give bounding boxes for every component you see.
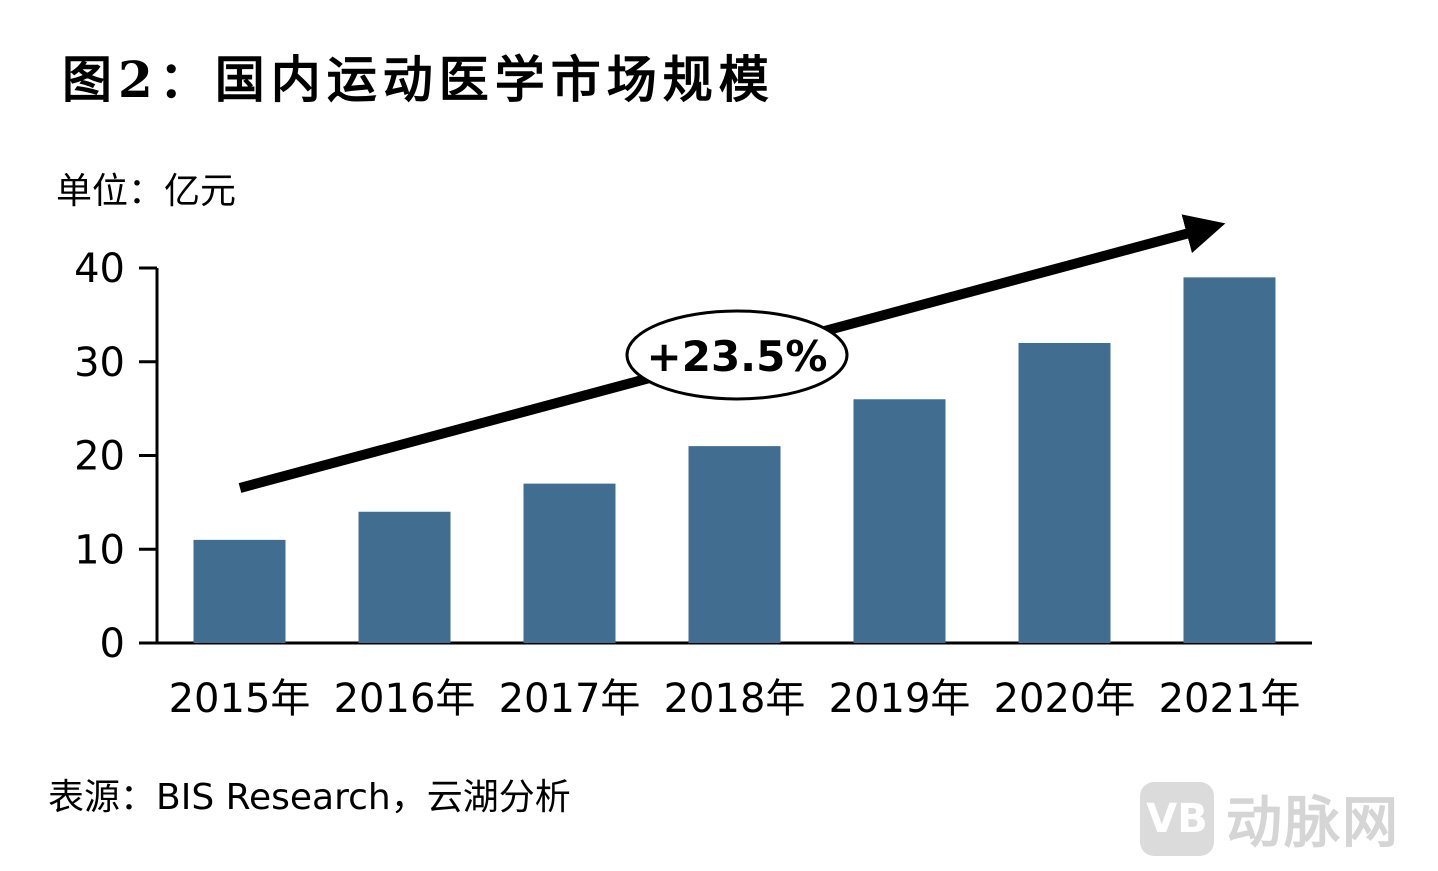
x-tick-label: 2021年	[1159, 676, 1301, 722]
x-tick-label: 2017年	[499, 676, 641, 722]
unit-label: 单位：亿元	[56, 171, 237, 212]
watermark: VB 动脉网	[1140, 778, 1400, 859]
bar-2015年	[193, 539, 286, 643]
bar-2019年	[853, 399, 946, 643]
y-tick-label: 40	[74, 246, 125, 292]
chart-title: 图2：国内运动医学市场规模	[62, 50, 775, 109]
bar-2016年	[358, 511, 451, 643]
x-tick-label: 2016年	[334, 676, 476, 722]
bar-2017年	[523, 483, 616, 643]
watermark-text: 动脉网	[1226, 791, 1400, 856]
bar-2020年	[1018, 343, 1111, 643]
x-tick-label: 2019年	[829, 676, 971, 722]
y-tick-label: 20	[74, 434, 125, 480]
y-tick-label: 30	[74, 340, 125, 386]
x-tick-label: 2018年	[664, 676, 806, 722]
source-note: 表源：BIS Research，云湖分析	[48, 777, 571, 818]
growth-badge	[625, 309, 849, 401]
bar-2021年	[1183, 277, 1276, 643]
bar-2018年	[688, 446, 781, 643]
growth-rate-label: +23.5%	[647, 332, 828, 381]
x-tick-label: 2015年	[169, 676, 311, 722]
watermark-logo-icon: VB	[1140, 781, 1214, 856]
x-tick-label: 2020年	[994, 676, 1136, 722]
y-tick-label: 10	[74, 527, 125, 573]
y-tick-label: 0	[100, 621, 125, 667]
